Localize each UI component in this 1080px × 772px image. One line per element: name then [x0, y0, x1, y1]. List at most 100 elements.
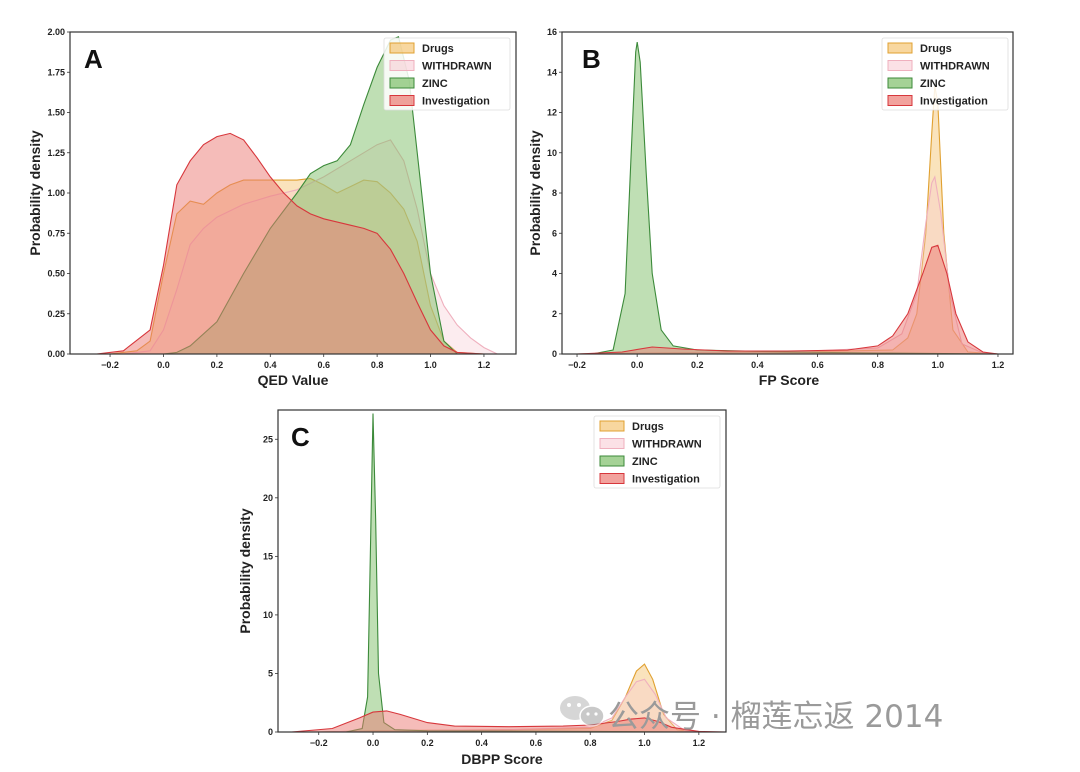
watermark: 公众号 · 榴莲忘返 2014 [560, 696, 943, 735]
legend-swatch-drugs [887, 42, 913, 54]
x-tick-label: 0.4 [751, 360, 764, 370]
legend-frame [383, 37, 511, 111]
x-tick-label: 0.6 [530, 738, 543, 748]
watermark-text: 公众号 · 榴莲忘返 2014 [608, 699, 943, 735]
legend-label-withdrawn: WITHDRAWN [632, 439, 702, 451]
x-tick-label: 0.0 [631, 360, 644, 370]
panel-c-xlabel: DBPP Score [461, 751, 543, 767]
x-tick-label: 0.8 [584, 738, 597, 748]
x-tick-label: −0.2 [310, 738, 328, 748]
legend-swatch-investigation [389, 95, 415, 106]
x-tick-label: 1.2 [992, 360, 1005, 370]
panel-a-legend: Drugs WITHDRAWN ZINC Investigation [383, 37, 511, 111]
y-tick-label: 1.50 [47, 108, 65, 118]
y-tick-label: 10 [263, 610, 273, 620]
panel-c-label: C [291, 422, 310, 452]
panel-a-ylabel: Probability density [27, 130, 43, 255]
y-tick-label: 25 [263, 434, 273, 444]
legend-swatch-drugs [599, 420, 625, 432]
x-tick-label: 0.2 [691, 360, 704, 370]
x-tick-label: 0.0 [157, 360, 170, 370]
panel-a-plot-area [96, 36, 498, 355]
x-tick-label: 1.2 [478, 360, 491, 370]
panel-c-series-investigation-area [291, 710, 727, 733]
legend-swatch-zinc [887, 77, 913, 89]
legend-label-investigation: Investigation [920, 96, 988, 108]
y-tick-label: 0.50 [47, 269, 65, 279]
legend-swatch-zinc [599, 455, 625, 467]
y-tick-label: 20 [263, 493, 273, 503]
x-tick-label: 0.8 [371, 360, 384, 370]
legend-label-zinc: ZINC [422, 78, 448, 90]
legend-label-zinc: ZINC [920, 78, 946, 90]
y-tick-label: 1.25 [47, 148, 65, 158]
y-tick-label: 5 [268, 668, 273, 678]
legend-swatch-withdrawn [599, 438, 625, 449]
x-tick-label: 1.0 [424, 360, 437, 370]
panel-a-xlabel: QED Value [258, 372, 329, 388]
panel-b-ticks: −0.2 0.0 0.2 0.4 0.6 0.8 1.0 1.2 0 2 4 6 8 10 12 14 16 [547, 27, 1004, 370]
legend-label-withdrawn: WITHDRAWN [920, 61, 990, 73]
y-tick-label: 14 [547, 67, 557, 77]
legend-label-drugs: Drugs [422, 43, 454, 55]
legend-swatch-withdrawn [389, 60, 415, 71]
panel-c-ticks: −0.2 0.0 0.2 0.4 0.6 0.8 1.0 1.2 0 5 10 15 20 25 [263, 434, 705, 748]
panel-a-ticks: −0.2 0.0 0.2 0.4 0.6 0.8 1.0 1.2 0.00 0.25 0.50 0.7… [47, 27, 490, 370]
legend-label-drugs: Drugs [920, 43, 952, 55]
legend-swatch-investigation [599, 473, 625, 484]
legend-swatch-withdrawn [887, 60, 913, 71]
y-tick-label: 0.75 [47, 228, 65, 238]
legend-frame [881, 37, 1009, 111]
panel-a-label: A [84, 44, 103, 74]
panel-b-label: B [582, 44, 601, 74]
panel-b-ylabel: Probability density [527, 130, 543, 255]
x-tick-label: 1.0 [638, 738, 651, 748]
y-tick-label: 15 [263, 551, 273, 561]
x-tick-label: 1.0 [932, 360, 945, 370]
legend-label-withdrawn: WITHDRAWN [422, 61, 492, 73]
y-tick-label: 16 [547, 27, 557, 37]
y-tick-label: 4 [552, 269, 557, 279]
panel-b-series-investigation-area [576, 244, 999, 355]
x-tick-label: 0.4 [475, 738, 488, 748]
legend-label-drugs: Drugs [632, 421, 664, 433]
legend-label-zinc: ZINC [632, 456, 658, 468]
panel-a: A QED Value Probability density −0.2 0.0 0… [27, 27, 517, 388]
x-tick-label: −0.2 [101, 360, 119, 370]
legend-swatch-drugs [389, 42, 415, 54]
x-tick-label: 0.8 [871, 360, 884, 370]
panel-c-ylabel: Probability density [237, 508, 253, 633]
y-tick-label: 2.00 [47, 27, 65, 37]
y-tick-label: 0 [552, 349, 557, 359]
panel-c: C DBPP Score Probability density −0.2 0.0… [237, 409, 727, 767]
y-tick-label: 2 [552, 309, 557, 319]
legend-swatch-investigation [887, 95, 913, 106]
y-tick-label: 0.25 [47, 309, 65, 319]
panel-c-frame [277, 409, 727, 733]
legend-label-investigation: Investigation [632, 474, 700, 486]
panel-b: B FP Score Probability density −0.2 0.0 0.… [527, 27, 1014, 388]
x-tick-label: 0.6 [811, 360, 824, 370]
x-tick-label: 0.2 [421, 738, 434, 748]
panel-b-plot-area [576, 42, 999, 355]
y-tick-label: 0 [268, 727, 273, 737]
legend-label-investigation: Investigation [422, 96, 490, 108]
panel-a-series-investigation-area [96, 132, 485, 355]
panel-c-legend: Drugs WITHDRAWN ZINC Investigation [593, 415, 721, 489]
x-tick-label: 0.4 [264, 360, 277, 370]
x-tick-label: 0.0 [367, 738, 380, 748]
x-tick-label: 1.2 [693, 738, 706, 748]
y-tick-label: 12 [547, 108, 557, 118]
panel-b-xlabel: FP Score [759, 372, 820, 388]
wechat-icon [560, 696, 605, 727]
legend-swatch-zinc [389, 77, 415, 89]
y-tick-label: 0.00 [47, 349, 65, 359]
y-tick-label: 8 [552, 188, 557, 198]
y-tick-label: 10 [547, 148, 557, 158]
y-tick-label: 1.75 [47, 67, 65, 77]
y-tick-label: 1.00 [47, 188, 65, 198]
x-tick-label: −0.2 [568, 360, 586, 370]
x-tick-label: 0.2 [211, 360, 224, 370]
legend-frame [593, 415, 721, 489]
